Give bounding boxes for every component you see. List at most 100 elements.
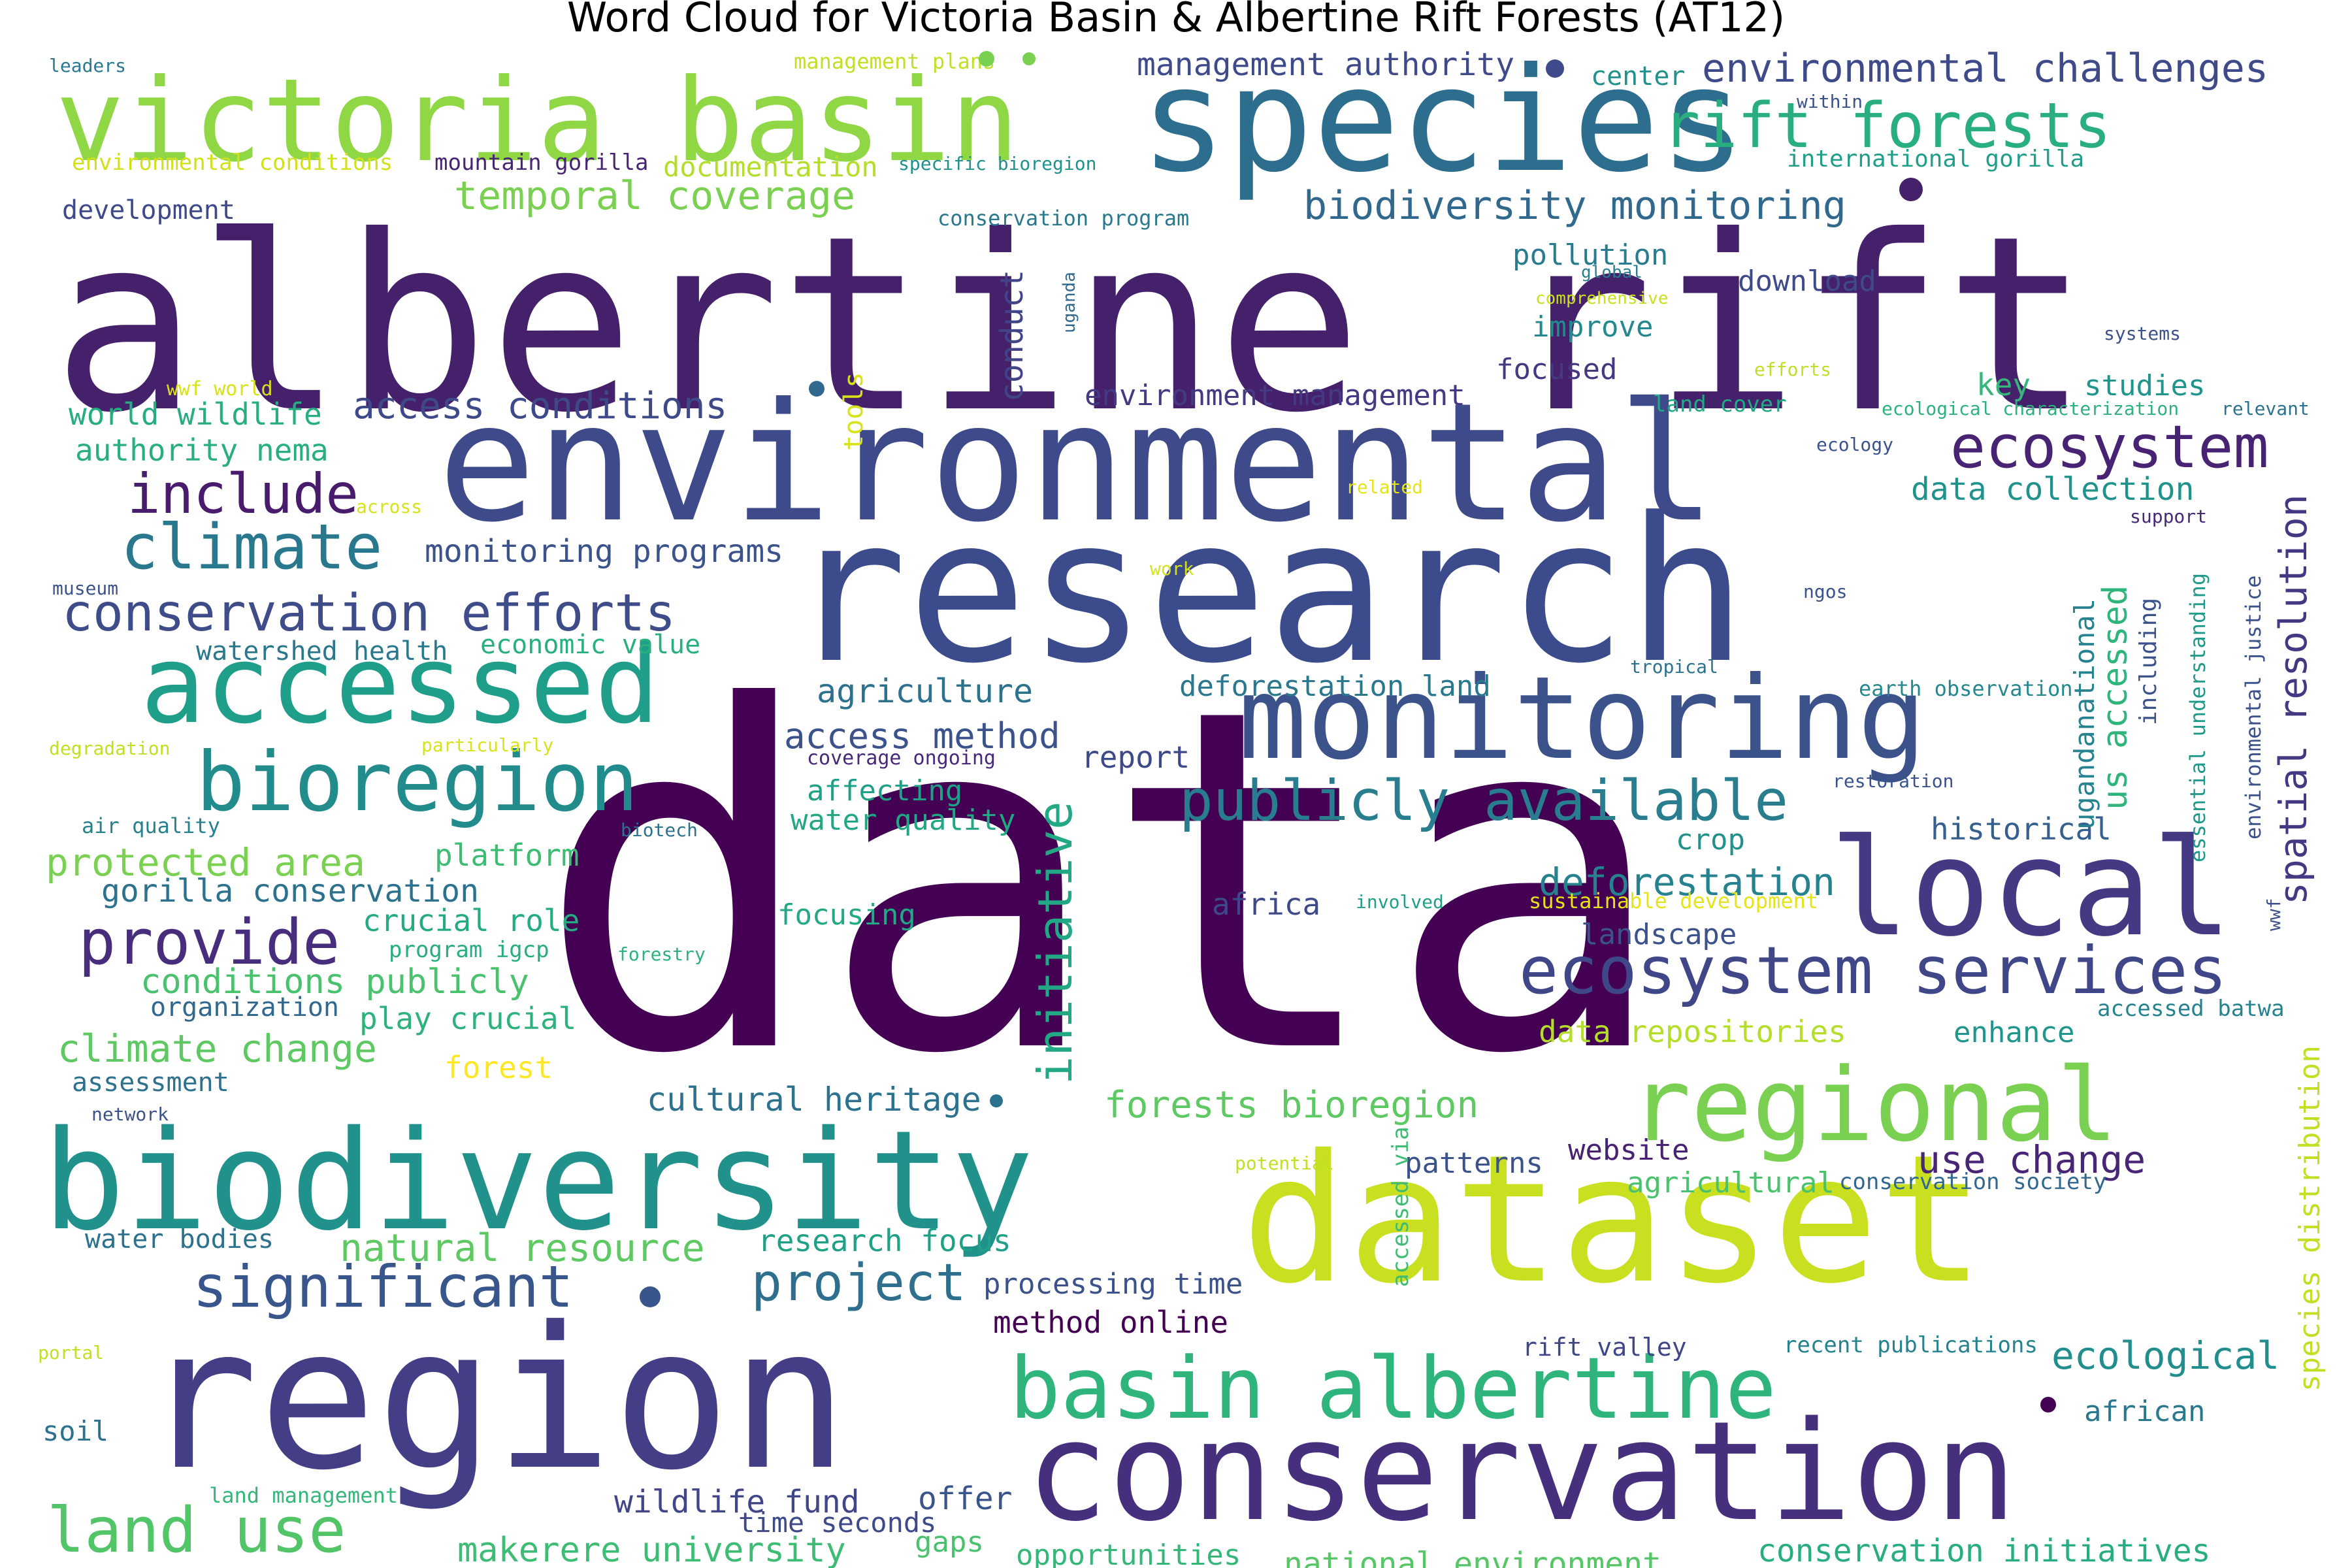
word-offer: offer (918, 1480, 1013, 1517)
word-climate: climate (121, 512, 382, 583)
word-agricultural: agricultural (1627, 1166, 1835, 1200)
word-species-distribution: species distribution (2293, 1045, 2327, 1392)
word-gaps: gaps (915, 1526, 984, 1559)
word-comprehensive: comprehensive (1535, 289, 1669, 308)
word-water-bodies: water bodies (85, 1224, 274, 1254)
dot-mark (1546, 59, 1564, 78)
word-temporal-coverage: temporal coverage (454, 173, 855, 219)
word-gorilla-conservation: gorilla conservation (101, 873, 479, 909)
word-focused: focused (1496, 353, 1617, 386)
word-rift-forests: rift forests (1663, 90, 2111, 162)
word-accessed-via: accessed via (1388, 1126, 1414, 1287)
word-forestry: forestry (617, 943, 706, 965)
word-earth-observation: earth observation (1859, 676, 2073, 701)
word-authority-nema: authority nema (75, 433, 329, 468)
word-key: key (1976, 367, 2031, 402)
word-environmental-conditions: environmental conditions (72, 150, 393, 176)
word-region: region (140, 1285, 849, 1513)
word-specific-bioregion: specific bioregion (898, 153, 1096, 174)
word-protected-area: protected area (46, 840, 365, 885)
word-project: project (751, 1254, 966, 1313)
word-play-crucial: play crucial (359, 1001, 576, 1036)
dot-mark (979, 51, 994, 67)
word-ecology: ecology (1816, 434, 1893, 455)
dot-mark (809, 381, 825, 397)
word-report: report (1081, 740, 1190, 775)
word-work: work (1150, 558, 1194, 580)
word-ngos: ngos (1803, 581, 1847, 602)
chart-title: Word Cloud for Victoria Basin & Albertin… (566, 0, 1786, 41)
word-opportunities: opportunities (1016, 1539, 1241, 1568)
word-watershed-health: watershed health (196, 636, 448, 666)
word-sustainable-development: sustainable development (1529, 889, 1818, 913)
word-basin-albertine: basin albertine (1009, 1339, 1776, 1438)
word-focusing: focusing (777, 898, 916, 932)
word-access-method: access method (784, 715, 1060, 757)
word-land-use: land use (47, 1495, 346, 1567)
word-forest: forest (444, 1050, 553, 1085)
word-studies: studies (2084, 369, 2205, 402)
word-tropical: tropical (1630, 656, 1718, 678)
word-makerere-university: makerere university (457, 1531, 846, 1568)
word-deforestation: deforestation (1539, 860, 1835, 904)
dot-mark (640, 1286, 661, 1307)
word-conservation-program: conservation program (938, 206, 1189, 231)
word-land-cover: land cover (1653, 391, 1787, 417)
word-documentation: documentation (663, 151, 878, 183)
word-potential: potential (1235, 1152, 1334, 1174)
word-enhance: enhance (1953, 1016, 2074, 1049)
word-cultural-heritage: cultural heritage (647, 1081, 981, 1119)
word-landscape: landscape (1581, 918, 1737, 951)
word-museum: museum (52, 578, 118, 599)
word-coverage-ongoing: coverage ongoing (807, 747, 996, 770)
word-data-collection: data collection (1911, 471, 2194, 508)
dot-mark (2040, 1397, 2056, 1413)
word-recent-publications: recent publications (1784, 1332, 2038, 1358)
word-monitoring: monitoring (1238, 653, 1927, 785)
word-global: global (1581, 263, 1642, 282)
word-monitoring-programs: monitoring programs (425, 533, 783, 570)
word-agriculture: agriculture (817, 672, 1033, 710)
word-conservation-society: conservation society (1839, 1169, 2106, 1195)
word-mountain-gorilla: mountain gorilla (434, 150, 649, 176)
word-climate-change: climate change (57, 1026, 377, 1071)
word-research-focus: research focus (758, 1223, 1011, 1258)
word-download: download (1738, 265, 1876, 298)
dot-mark (1899, 178, 1923, 201)
word-efforts: efforts (1754, 359, 1831, 380)
word-include: include (127, 462, 359, 526)
word-particularly: particularly (421, 734, 553, 756)
word-historical: historical (1931, 811, 2112, 847)
word-development: development (62, 195, 235, 225)
word-accessed-batwa: accessed batwa (2097, 996, 2285, 1022)
word-conditions-publicly: conditions publicly (140, 962, 529, 1002)
word-uganda: uganda (1060, 272, 1079, 333)
word-conservation: conservation (1026, 1392, 2017, 1552)
word-center: center (1591, 61, 1686, 91)
word-relevant: relevant (2221, 398, 2310, 419)
word-africa: africa (1212, 887, 1320, 922)
word-essential-understanding: essential understanding (2185, 573, 2210, 862)
word-spatial-resolution: spatial resolution (2271, 494, 2315, 905)
word-conservation-initiatives: conservation initiatives (1757, 1533, 2211, 1568)
dot-mark (990, 1094, 1003, 1107)
word-provide: provide (78, 907, 340, 979)
word-program-igcp: program igcp (389, 937, 549, 963)
word-regional: regional (1630, 1046, 2118, 1164)
word-us-accessed: us accessed (2096, 585, 2135, 810)
word-improve: improve (1532, 310, 1653, 344)
word-within: within (1797, 91, 1863, 112)
word-water-quality: water quality (791, 804, 1015, 837)
word-bioregion: bioregion (196, 735, 638, 830)
word-ecological: ecological (2051, 1333, 2279, 1378)
word-restoration: restoration (1833, 770, 1953, 792)
word-method-online: method online (993, 1305, 1228, 1340)
word-natural-resource: natural resource (340, 1226, 705, 1270)
word-data: data (536, 609, 1669, 1156)
word-soil: soil (42, 1415, 108, 1447)
word-dataset: dataset (1241, 1117, 1985, 1322)
word-support: support (2130, 506, 2207, 527)
word-land-management: land management (209, 1483, 398, 1508)
word-leaders: leaders (49, 55, 126, 76)
